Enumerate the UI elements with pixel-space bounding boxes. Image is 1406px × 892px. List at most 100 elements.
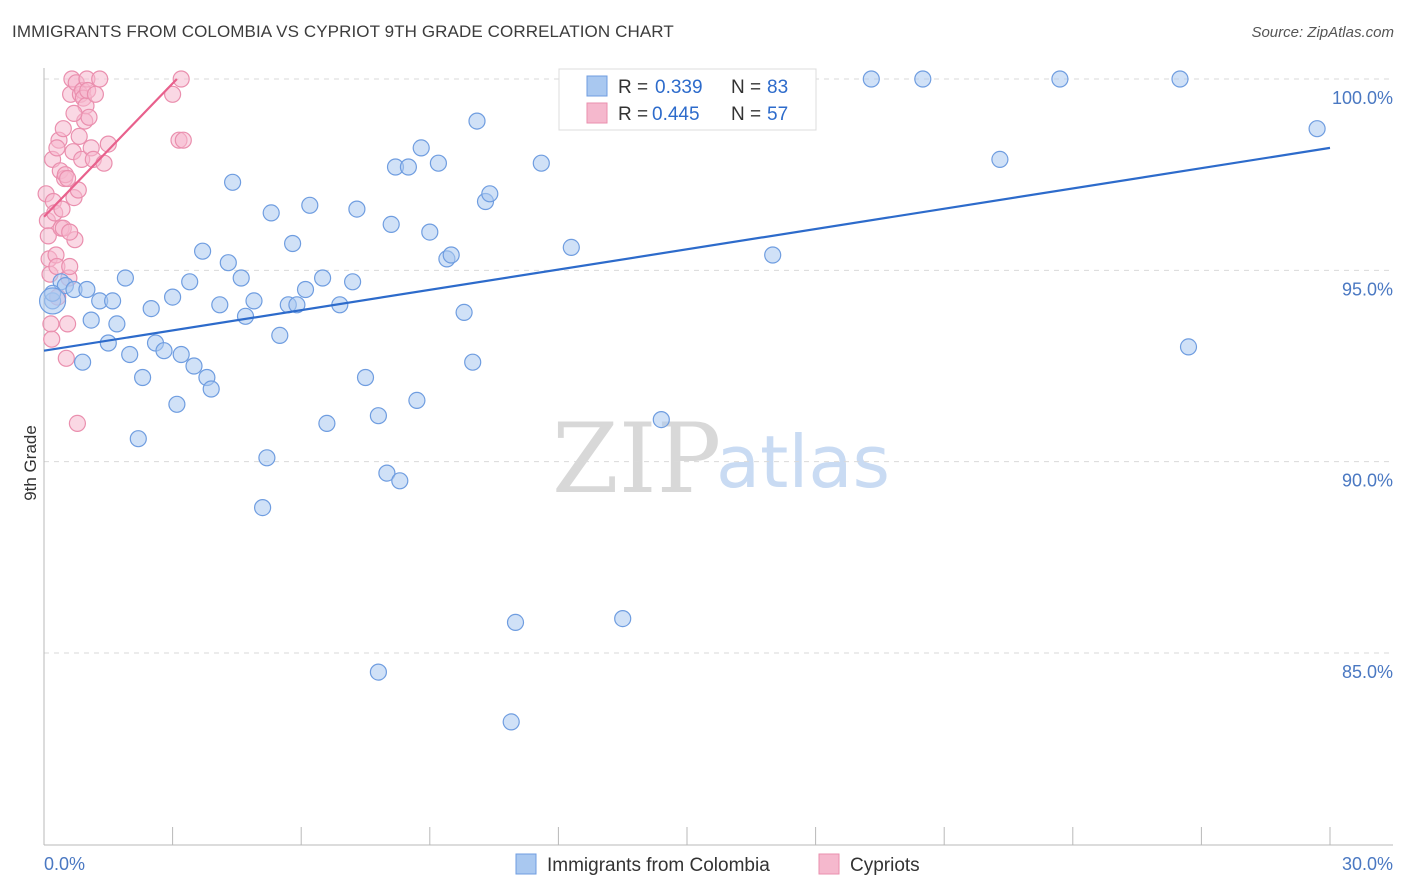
cypriots-point — [58, 169, 77, 188]
legend-swatch-blue — [586, 75, 608, 97]
legend-r-value-1: 0.339 — [655, 77, 703, 98]
source-label: Source: ZipAtlas.com — [1251, 24, 1394, 41]
colombia-point — [129, 430, 147, 448]
legend-r-label-1: R = — [618, 77, 648, 98]
colombia-point — [262, 204, 280, 222]
colombia-point — [764, 246, 782, 264]
cypriots-point — [61, 223, 79, 241]
x-tick-label-1: 30.0% — [1342, 854, 1393, 874]
colombia-point — [464, 353, 482, 371]
colombia-point — [356, 368, 375, 387]
bottom-legend-swatch-cypriots — [818, 853, 840, 875]
x-tick-labels: 0.0% 30.0% — [44, 854, 1393, 874]
y-tick-label-0: 100.0% — [1332, 88, 1393, 108]
colombia-point — [245, 292, 263, 310]
colombia-point — [506, 613, 525, 632]
cypriots-point — [43, 330, 61, 348]
colombia-point — [391, 472, 409, 490]
cypriots-point — [164, 85, 182, 103]
trend-line-colombia — [43, 146, 1331, 352]
cypriots-point — [58, 315, 77, 333]
colombia-point — [202, 380, 220, 398]
colombia-point — [614, 609, 632, 628]
colombia-point — [172, 345, 190, 364]
legend-swatch-pink — [586, 102, 608, 124]
watermark-zip: ZIP — [552, 403, 721, 515]
cypriots-point — [70, 127, 88, 145]
cypriots-point — [65, 104, 83, 123]
colombia-point — [429, 154, 447, 172]
colombia-point — [73, 353, 92, 371]
colombia-point — [164, 288, 182, 306]
cypriots-point — [48, 139, 66, 157]
y-axis-label: 9th Grade — [21, 425, 40, 501]
legend-n-value-1: 83 — [767, 77, 788, 98]
colombia-point — [455, 303, 473, 321]
bottom-legend-swatch-colombia — [515, 853, 537, 875]
colombia-point — [1179, 338, 1198, 356]
legend-n-value-2: 57 — [767, 104, 788, 125]
bottom-legend-label-cypriots: Cypriots — [850, 855, 920, 876]
colombia-point — [914, 70, 932, 88]
cypriots-point — [57, 349, 75, 367]
colombia-point — [155, 342, 173, 360]
cypriots-point — [42, 315, 60, 333]
x-tick-label-0: 0.0% — [44, 854, 85, 874]
colombia-point — [185, 357, 203, 375]
chart-title: IMMIGRANTS FROM COLOMBIA VS CYPRIOT 9TH … — [12, 22, 674, 41]
colombia-point — [134, 368, 152, 387]
watermark-atlas: atlas — [716, 420, 890, 504]
cypriots-point — [39, 227, 57, 245]
legend-n-label-1: N = — [731, 77, 761, 98]
colombia-point — [562, 238, 580, 256]
colombia-point — [382, 215, 400, 233]
series-cypriots-points — [37, 70, 192, 432]
colombia-point — [344, 273, 362, 291]
y-tick-labels: 100.0% 95.0% 90.0% 85.0% — [1332, 88, 1393, 682]
bottom-legend: Immigrants from Colombia Cypriots — [515, 853, 920, 876]
colombia-point — [399, 158, 417, 176]
colombia-point — [442, 246, 460, 264]
colombia-point — [991, 150, 1009, 168]
cypriots-point — [61, 257, 79, 276]
colombia-point — [211, 296, 229, 314]
colombia-point — [232, 269, 250, 287]
colombia-point — [369, 663, 387, 681]
colombia-point — [468, 112, 486, 130]
colombia-point — [369, 407, 387, 425]
bottom-legend-label-colombia: Immigrants from Colombia — [547, 855, 770, 876]
colombia-point — [1051, 70, 1069, 88]
legend-r-value-2: 0.445 — [652, 104, 700, 125]
x-minor-ticks — [172, 827, 1331, 845]
cypriots-point — [80, 108, 98, 126]
colombia-point — [284, 234, 302, 253]
colombia-point — [78, 280, 96, 299]
colombia-point — [219, 254, 237, 272]
colombia-point — [378, 464, 396, 482]
colombia-point — [314, 269, 332, 287]
colombia-point — [82, 311, 100, 329]
colombia-point — [224, 173, 242, 191]
colombia-point — [421, 223, 439, 241]
y-tick-label-3: 85.0% — [1342, 662, 1393, 682]
watermark: ZIP atlas — [552, 403, 890, 515]
colombia-point — [408, 391, 426, 409]
colombia-point — [108, 315, 126, 333]
colombia-point — [258, 449, 276, 467]
colombia-point-large — [38, 287, 67, 315]
colombia-point — [194, 242, 212, 260]
colombia-point — [99, 334, 117, 352]
legend-r-label-2: R = — [618, 104, 648, 125]
colombia-point — [652, 411, 670, 429]
colombia-point — [301, 196, 319, 214]
gridlines — [44, 78, 1393, 654]
cypriots-point — [174, 131, 192, 149]
cypriots-point — [99, 135, 117, 153]
legend-n-label-2: N = — [731, 104, 761, 125]
colombia-point — [502, 713, 520, 731]
colombia-point — [121, 345, 139, 364]
colombia-point — [103, 292, 122, 310]
colombia-point — [254, 499, 272, 517]
cypriots-point — [86, 85, 105, 103]
